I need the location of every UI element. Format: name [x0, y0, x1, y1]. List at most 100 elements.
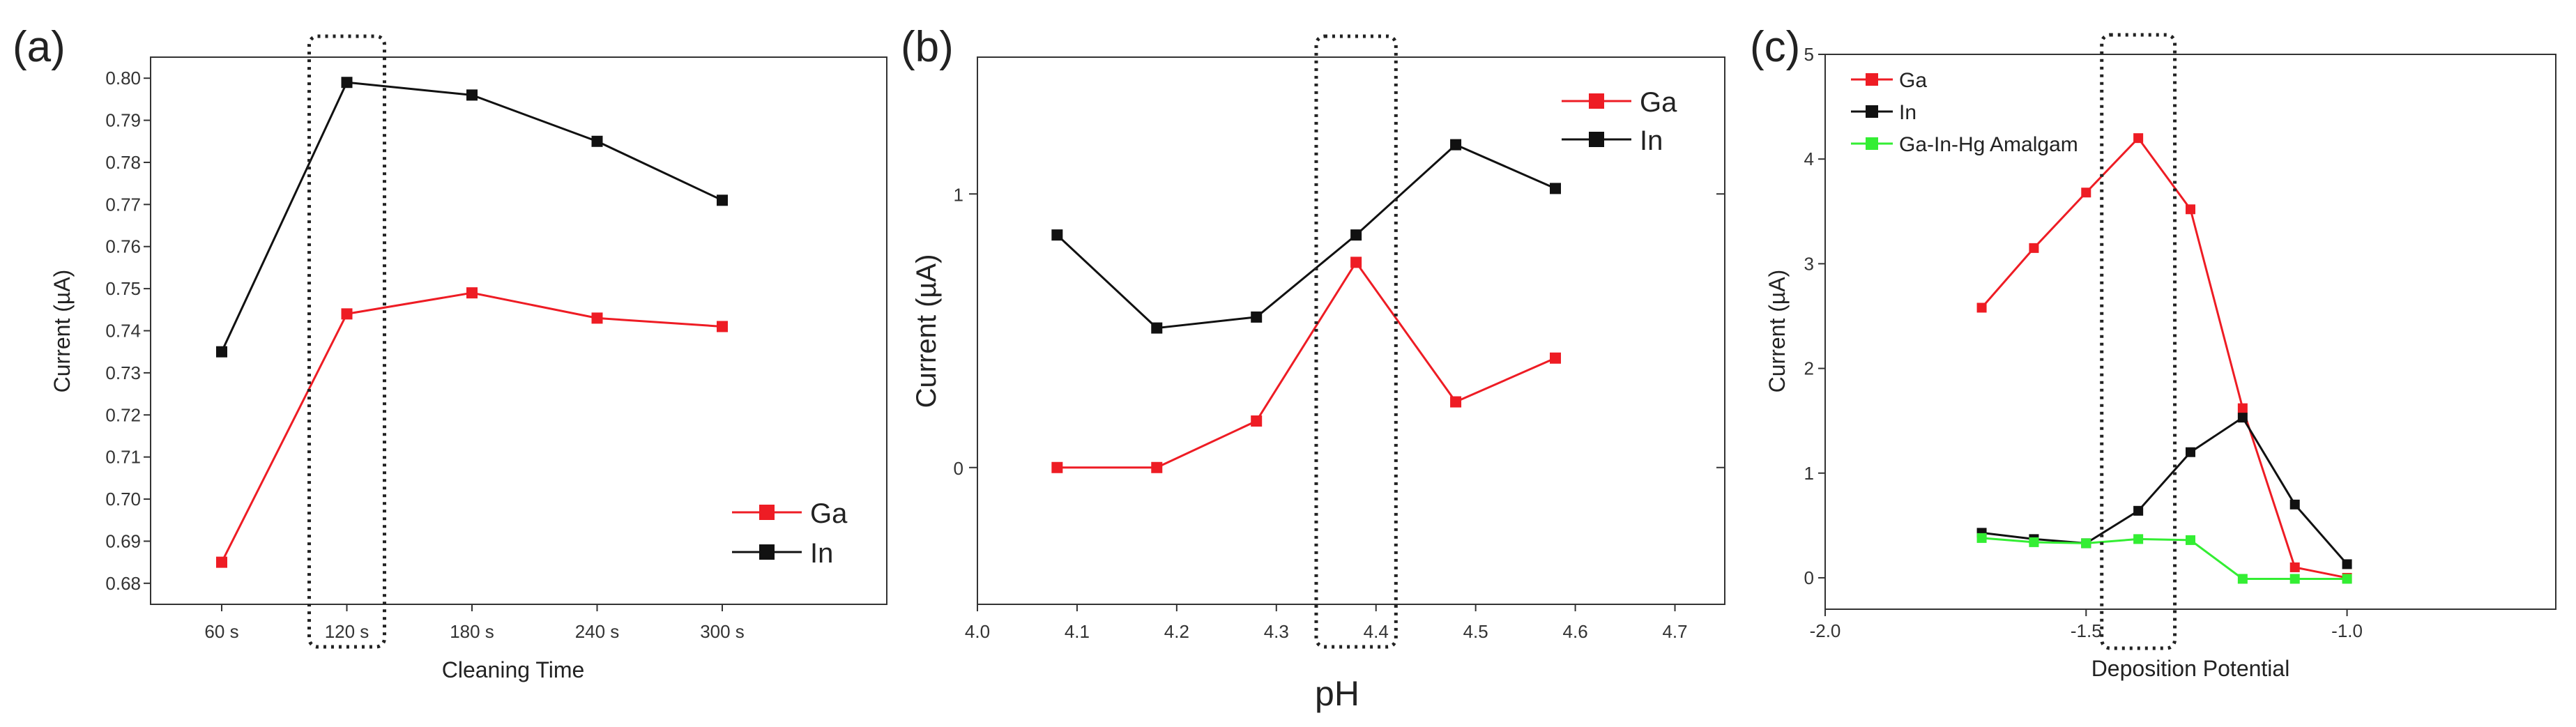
data-point-ga-5 [1550, 352, 1562, 364]
data-point-ga-4 [1450, 396, 1462, 408]
data-point-ga-0 [216, 556, 227, 568]
y-tick-label: 0.68 [105, 573, 141, 594]
legend-in-label: In [1899, 101, 1916, 124]
panel-c-series [1976, 133, 2352, 584]
series-line-in [1056, 143, 1556, 330]
legend-ga-label: Ga [810, 498, 848, 529]
panel-b-legend: Ga In [1562, 87, 1677, 156]
data-point-ga-in-hg-amalgam-1 [2029, 537, 2039, 547]
y-tick-label: 0.77 [105, 194, 141, 215]
panel-a-y-axis: 0.68 0.69 0.70 0.71 0.72 0.73 0.74 0.75 0.76 0.77… [105, 68, 151, 594]
legend-in-label: In [1640, 125, 1663, 156]
panel-c: (c) 0 1 2 3 4 5 -2.0 -1.5 -1.0 Deposition Poten… [1750, 23, 2556, 681]
data-point-in-5 [2237, 413, 2248, 423]
legend-item-in: In [1562, 125, 1663, 156]
panel-c-x-axis: -2.0 -1.5 -1.0 [1810, 609, 2363, 641]
x-tick-label: 4.5 [1463, 621, 1488, 642]
data-point-ga-1 [1151, 461, 1163, 473]
x-tick-label: 240 s [575, 621, 620, 642]
legend-ga-label: Ga [1899, 69, 1927, 92]
panel-b-series [1051, 139, 1562, 473]
x-tick-label: 300 s [700, 621, 745, 642]
x-tick-label: -1.0 [2331, 620, 2363, 641]
y-tick-label: 0.80 [105, 68, 141, 89]
data-point-ga-1 [341, 308, 353, 320]
legend-item-in: In [1851, 101, 1916, 124]
legend-item-ga: Ga [1851, 69, 1927, 92]
series-line-in [1981, 416, 2348, 565]
data-point-ga-0 [1976, 303, 1987, 313]
legend-item-in: In [732, 538, 833, 569]
data-point-in-7 [2342, 559, 2352, 569]
x-tick-label: 4.0 [965, 621, 990, 642]
data-point-in-0 [216, 346, 227, 358]
data-point-ga-4 [2186, 204, 2195, 215]
data-point-ga-0 [1051, 461, 1063, 473]
data-point-in-0 [1051, 229, 1063, 241]
panel-b-y-axis: 01 [954, 184, 1725, 479]
series-line-in [220, 81, 723, 353]
data-point-in-5 [1550, 183, 1562, 194]
data-point-ga-in-hg-amalgam-3 [2133, 534, 2144, 544]
data-point-ga-in-hg-amalgam-0 [1976, 533, 1987, 543]
data-point-ga-4 [717, 321, 728, 332]
data-point-ga-in-hg-amalgam-7 [2342, 574, 2352, 584]
y-tick-label: 0.74 [105, 321, 141, 342]
panel-a-series [216, 77, 728, 568]
panel-c-label: (c) [1750, 23, 1800, 71]
data-point-in-3 [591, 135, 603, 147]
panel-b: (b) 01 4.0 4.1 4.2 4.3 4.4 4.5 4.6 4.7 pH Curre… [901, 23, 1725, 713]
x-tick-label: 4.3 [1264, 621, 1289, 642]
panel-a-x-title: Cleaning Time [442, 657, 585, 682]
data-point-in-4 [717, 194, 728, 206]
x-tick-label: 60 s [204, 621, 238, 642]
panel-a-highlight-box [307, 34, 386, 649]
data-point-in-1 [1151, 322, 1163, 334]
y-tick-label: 0.72 [105, 404, 141, 425]
data-point-ga-3 [591, 312, 603, 324]
panel-a: (a) 0.68 0.69 0.70 0.71 0.72 0.73 0.74 0.75 0.76… [13, 23, 887, 682]
legend-ga-label: Ga [1640, 87, 1677, 118]
data-point-ga-in-hg-amalgam-2 [2081, 538, 2091, 549]
y-tick-label: 2 [1804, 358, 1814, 379]
y-tick-label: 0.69 [105, 530, 141, 551]
x-tick-label: 4.1 [1065, 621, 1090, 642]
y-tick-label: 5 [1804, 44, 1814, 65]
panel-b-y-title: Current (µA) [911, 254, 942, 408]
series-line-ga [1981, 136, 2347, 579]
legend-item-ga: Ga [1562, 87, 1677, 118]
y-tick-label: 1 [954, 184, 963, 205]
legend-item-ga: Ga [732, 498, 848, 529]
legend-in-label: In [810, 538, 833, 569]
panel-a-label: (a) [13, 23, 66, 71]
data-point-in-4 [1450, 139, 1462, 151]
panel-a-x-axis: 60 s 120 s 180 s 240 s 300 s [204, 604, 745, 642]
y-tick-label: 0 [954, 458, 963, 479]
legend-in-marker [759, 544, 775, 560]
y-tick-label: 4 [1804, 148, 1814, 169]
y-tick-label: 0.75 [105, 278, 141, 299]
x-tick-label: 4.6 [1563, 621, 1588, 642]
series-line-ga [220, 291, 723, 563]
x-tick-label: 120 s [325, 621, 369, 642]
y-tick-label: 0.70 [105, 489, 141, 510]
legend-amalgam-label: Ga-In-Hg Amalgam [1899, 133, 2078, 156]
x-tick-label: 180 s [450, 621, 494, 642]
x-tick-label: 4.4 [1364, 621, 1389, 642]
data-point-ga-1 [2029, 243, 2039, 253]
legend-item-amalgam: Ga-In-Hg Amalgam [1851, 133, 2078, 156]
x-tick-label: 4.7 [1662, 621, 1687, 642]
panel-c-frame [1824, 54, 2556, 610]
panel-c-highlight-box [2100, 33, 2177, 650]
panel-b-label: (b) [901, 23, 954, 71]
data-point-in-2 [466, 89, 478, 101]
data-point-in-3 [1350, 229, 1362, 241]
data-point-in-2 [1251, 311, 1263, 323]
panel-c-y-title: Current (µA) [1765, 270, 1790, 393]
panel-a-frame [150, 56, 887, 605]
x-tick-label: -2.0 [1810, 620, 1841, 641]
data-point-ga-in-hg-amalgam-6 [2289, 574, 2300, 584]
y-tick-label: 0.79 [105, 110, 141, 131]
data-point-ga-2 [2081, 188, 2091, 198]
